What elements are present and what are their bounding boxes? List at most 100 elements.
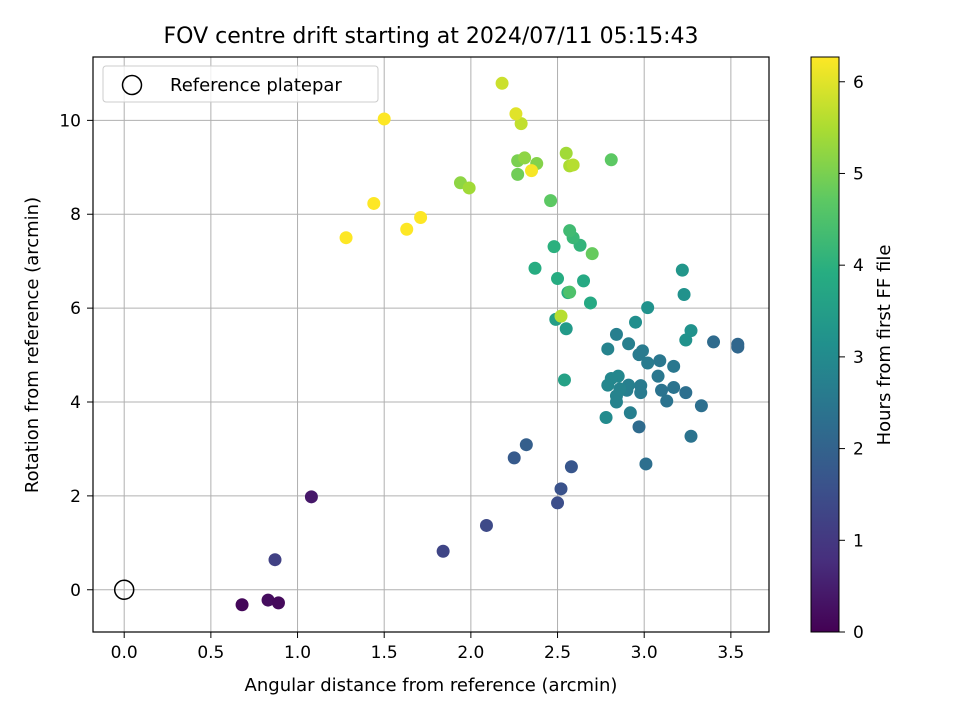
grid-lines <box>93 57 769 632</box>
data-point <box>651 369 665 383</box>
data-point <box>577 274 591 288</box>
data-point <box>518 151 532 165</box>
data-point <box>547 240 561 254</box>
colorbar-gradient <box>810 56 840 633</box>
data-point <box>641 356 655 370</box>
y-tick-label: 10 <box>59 111 81 131</box>
data-point <box>554 482 568 496</box>
data-point <box>684 324 698 338</box>
y-tick-label: 0 <box>70 581 81 601</box>
data-point <box>623 406 637 420</box>
legend-marker-icon <box>121 74 143 96</box>
y-tick-label: 8 <box>70 205 81 225</box>
y-axis-ticks: 0 2 4 6 8 10 <box>59 111 93 601</box>
x-tick-label: 0.5 <box>197 643 224 663</box>
x-axis-ticks: 0.0 0.5 1.0 1.5 2.0 2.5 3.0 3.5 <box>111 632 744 663</box>
y-axis-label: Rotation from reference (arcmin) <box>22 197 43 493</box>
data-point <box>559 322 573 336</box>
data-point <box>566 158 580 172</box>
data-point <box>514 117 528 131</box>
data-point <box>707 335 721 349</box>
data-point <box>635 344 649 358</box>
x-tick-label: 1.0 <box>284 643 311 663</box>
data-point <box>507 451 521 465</box>
data-point <box>641 301 655 315</box>
data-point <box>583 296 597 310</box>
data-point <box>564 460 578 474</box>
colorbar-ticks: 0 1 2 3 4 5 6 <box>839 73 864 643</box>
data-point <box>304 490 318 504</box>
data-point <box>261 593 275 607</box>
x-tick-label: 2.5 <box>544 643 571 663</box>
data-point <box>519 438 533 452</box>
x-tick-label: 2.0 <box>457 643 484 663</box>
y-tick-label: 4 <box>70 393 81 413</box>
data-point <box>414 211 428 225</box>
data-point <box>268 553 282 567</box>
data-point <box>339 231 353 245</box>
plot-frame <box>92 56 770 633</box>
data-point <box>679 386 693 400</box>
colorbar-label: Hours from first FF file <box>874 245 895 446</box>
data-point <box>551 496 565 510</box>
data-point <box>544 194 558 208</box>
colorbar-tick-label: 0 <box>853 623 864 643</box>
data-point <box>604 153 618 167</box>
data-point <box>675 263 689 277</box>
colorbar-tick-label: 1 <box>853 531 864 551</box>
data-point <box>559 146 573 160</box>
data-point <box>528 261 542 275</box>
data-point <box>511 167 525 181</box>
data-point <box>525 164 539 178</box>
data-point <box>629 315 643 329</box>
data-point <box>563 224 577 238</box>
data-point <box>436 544 450 558</box>
colorbar-tick-label: 5 <box>853 164 864 184</box>
data-point <box>400 222 414 236</box>
data-point <box>462 181 476 195</box>
data-point <box>367 196 381 210</box>
data-point <box>609 327 623 341</box>
data-point <box>479 518 493 532</box>
x-tick-label: 0.0 <box>111 643 138 663</box>
data-point <box>235 598 249 612</box>
chart-title: FOV centre drift starting at 2024/07/11 … <box>164 24 699 49</box>
x-axis-label: Angular distance from reference (arcmin) <box>245 675 618 696</box>
data-point <box>509 107 523 121</box>
data-point <box>554 309 568 323</box>
x-tick-label: 3.5 <box>717 643 744 663</box>
data-point <box>377 112 391 126</box>
legend-box <box>102 65 379 103</box>
data-point <box>667 359 681 373</box>
data-point <box>667 380 681 394</box>
data-point <box>585 247 599 261</box>
data-point <box>684 429 698 443</box>
data-point <box>677 288 691 302</box>
data-point <box>495 76 509 90</box>
x-tick-label: 1.5 <box>371 643 398 663</box>
data-point <box>557 373 571 387</box>
data-point <box>694 399 708 413</box>
data-point <box>601 342 615 356</box>
legend-entry-reference: Reference platepar <box>170 75 342 96</box>
data-point <box>551 272 565 286</box>
legend: Reference platepar <box>102 65 379 103</box>
colorbar: 0 1 2 3 4 5 6 Hours from first FF file <box>810 56 895 643</box>
data-point <box>655 383 669 397</box>
data-points <box>235 76 745 612</box>
data-point <box>639 457 653 471</box>
data-point <box>271 596 285 610</box>
y-tick-label: 6 <box>70 299 81 319</box>
data-point <box>653 354 667 368</box>
data-point <box>660 394 674 408</box>
data-point <box>563 285 577 299</box>
data-point <box>731 340 745 354</box>
data-point <box>609 395 623 409</box>
y-tick-label: 2 <box>70 487 81 507</box>
colorbar-tick-label: 6 <box>853 73 864 93</box>
reference-platepar-marker <box>113 579 135 601</box>
colorbar-tick-label: 2 <box>853 440 864 460</box>
data-point <box>622 337 636 351</box>
colorbar-tick-label: 3 <box>853 348 864 368</box>
